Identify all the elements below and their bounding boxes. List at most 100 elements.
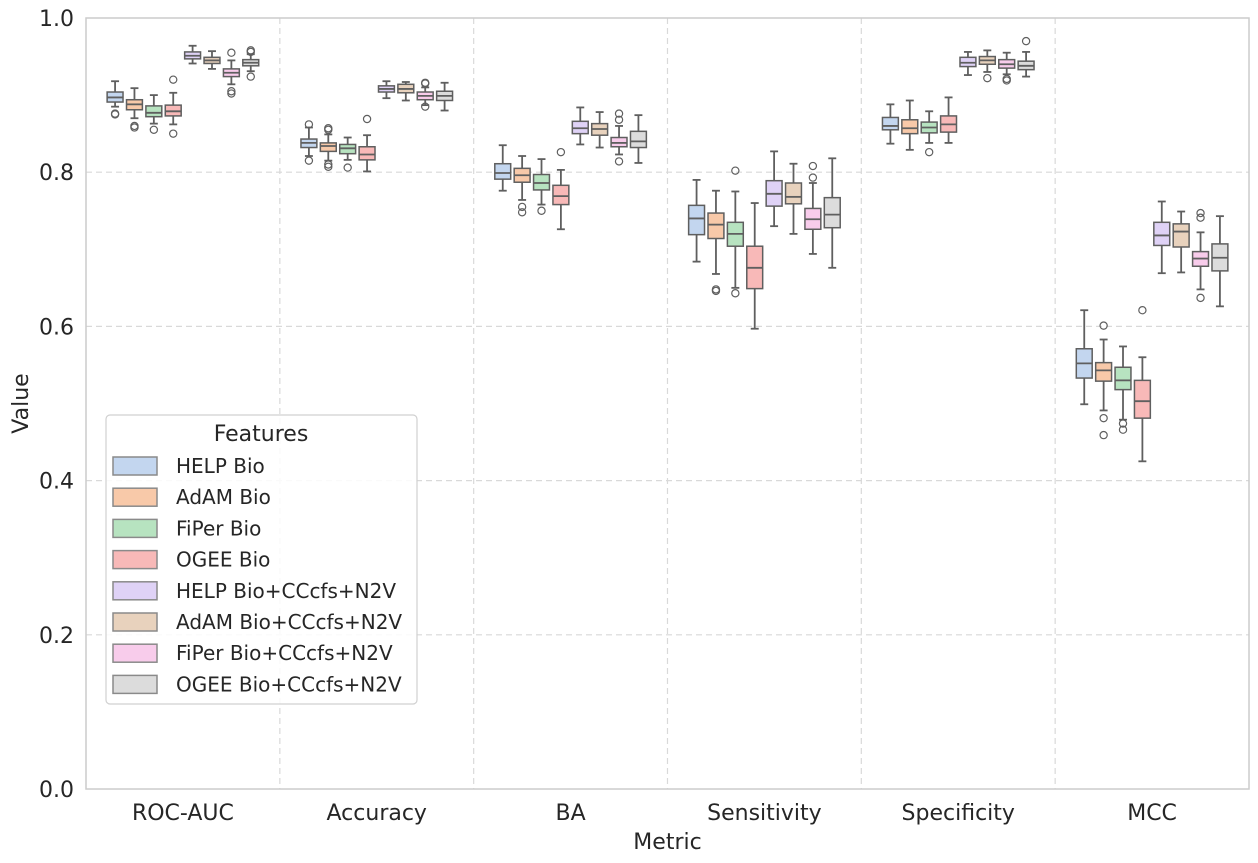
iqr-box [1094,361,1113,382]
iqr-box [707,212,725,240]
outlier-point [1196,213,1205,222]
x-tick-labels: ROC-AUC Accuracy BA Sensitivity Specificity M… [132,801,1177,826]
iqr-box [881,116,900,131]
legend-item: AdAM Bio+CCcfs+N2V [112,610,402,634]
legend-label: AdAM Bio+CCcfs+N2V [176,610,402,634]
y-tick-label: 0.6 [39,315,74,340]
outlier-point [556,147,566,157]
outlier-point [614,109,624,118]
iqr-box [901,119,919,135]
legend-swatch [112,456,158,476]
outlier-point [246,47,255,57]
box-fiper-bio-cccfs-n2v-ba [610,109,628,166]
iqr-box [358,146,376,161]
box-help-bio-cccfs-n2v-mcc [1153,200,1171,275]
outlier-point [1196,293,1205,303]
outlier-point [169,75,178,84]
legend-items: HELP Bio AdAM Bio FiPer Bio OGEE Bio HELP Bi… [112,454,402,696]
outlier-point [1099,413,1108,423]
box-adam-bio-mcc [1094,321,1113,440]
box-fiper-bio-cccfs-n2v-sensitivity [804,161,822,255]
outlier-point [924,147,934,157]
outlier-point [324,162,333,172]
legend-item: FiPer Bio [112,516,261,540]
iqr-box [629,130,648,149]
x-tick-label: ROC-AUC [132,801,234,826]
box-adam-bio-roc-auc [125,87,144,132]
x-tick-label: Sensitivity [707,801,822,826]
legend-swatch [112,518,158,539]
legend-label: AdAM Bio [176,485,271,509]
legend-label: FiPer Bio+CCcfs+N2V [176,641,393,665]
plot-frame [85,17,1250,790]
outlier-point [1002,76,1011,85]
outlier-point [227,87,236,96]
box-help-bio-sensitivity [687,179,706,263]
outlier-point [808,161,818,171]
box-fiper-bio-sensitivity [726,166,745,298]
legend-label: OGEE Bio+CCcfs+N2V [176,672,402,696]
outlier-point [304,120,314,129]
x-tick-label: Accuracy [327,801,427,826]
box-help-bio-cccfs-n2v-sensitivity [765,150,783,228]
outlier-point [614,157,624,166]
outlier-point [227,89,236,98]
x-tick-label: MCC [1127,801,1177,826]
outlier-point [1099,430,1108,440]
box-ogee-bio-accuracy [358,114,376,173]
outlier-point [324,125,333,134]
box-ogee-bio-ba [552,147,570,231]
iqr-box [784,182,803,205]
outlier-point [517,202,527,212]
outlier-point [227,48,236,57]
iqr-box [319,142,337,153]
box-fiper-bio-cccfs-n2v-accuracy [416,78,434,111]
outlier-point [731,166,740,175]
box-ogee-bio-cccfs-n2v-accuracy [435,81,454,112]
y-tick-label: 0.4 [39,470,74,495]
outlier-point [149,125,159,134]
box-adam-bio-cccfs-n2v-specificity [978,49,997,83]
legend-swatch [112,612,158,632]
outlier-point [324,160,333,169]
outlier-point [110,110,120,119]
iqr-box [494,162,512,180]
legend-swatch [112,549,158,570]
legend-label: HELP Bio [176,454,265,478]
box-help-bio-cccfs-n2v-roc-auc [183,44,202,65]
y-tick-label: 0.2 [39,624,74,649]
legend-swatch [112,581,158,601]
box-help-bio-roc-auc [106,80,124,119]
box-fiper-bio-cccfs-n2v-specificity [998,51,1016,85]
outlier-point [537,206,546,215]
legend-swatch [112,487,158,507]
legend-label: HELP Bio+CCcfs+N2V [176,579,396,603]
outlier-point [1118,419,1128,428]
x-tick-label: Specificity [902,801,1015,826]
box-fiper-bio-roc-auc [145,94,163,134]
legend-item: OGEE Bio+CCcfs+N2V [112,672,402,696]
outlier-point [1196,208,1205,218]
box-ogee-bio-cccfs-n2v-sensitivity [823,157,841,269]
legend: Features HELP Bio AdAM Bio FiPer Bio OGEE B… [105,414,418,705]
outlier-point [731,289,740,298]
box-fiper-bio-mcc [1114,345,1132,434]
iqr-box [1133,379,1152,419]
legend-frame [105,414,418,705]
box-ogee-bio-cccfs-n2v-roc-auc [242,46,260,81]
legend-item: AdAM Bio [112,485,271,509]
legend-label: OGEE Bio [176,548,270,572]
legend-item: FiPer Bio+CCcfs+N2V [112,641,393,665]
outlier-point [421,102,430,111]
outlier-point [983,73,992,83]
box-adam-bio-cccfs-n2v-sensitivity [784,162,803,235]
iqr-box [687,204,706,236]
iqr-box [1153,221,1171,247]
box-fiper-bio-cccfs-n2v-roc-auc [222,48,241,98]
box-adam-bio-specificity [901,99,919,151]
iqr-box [552,184,570,206]
iqr-box [145,105,163,118]
outlier-point [1118,425,1128,434]
box-ogee-bio-cccfs-n2v-ba [629,114,648,164]
